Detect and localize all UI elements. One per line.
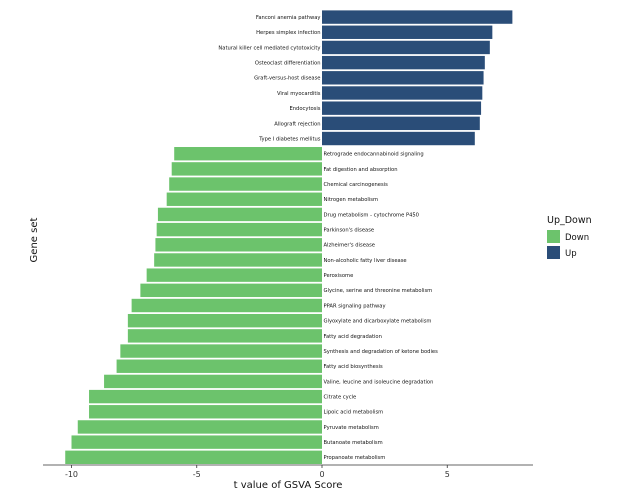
- bar-label: Propanoate metabolism: [324, 455, 386, 461]
- bar-down: [131, 298, 322, 313]
- legend-items: Down Up: [547, 230, 589, 259]
- bar-label: Retrograde endocannabinoid signaling: [324, 152, 424, 158]
- bar-down: [156, 222, 322, 237]
- bar-label: Butanoate metabolism: [324, 440, 383, 446]
- bar-down: [104, 374, 322, 389]
- bar-up: [322, 25, 493, 39]
- bar-up: [322, 116, 480, 131]
- bar-label: Pyruvate metabolism: [324, 425, 379, 431]
- x-tick-label: 0: [319, 470, 324, 479]
- bar-down: [166, 192, 322, 206]
- bar-label: Synthesis and degradation of ketone bodi…: [324, 349, 439, 355]
- x-tick-label: -5: [193, 470, 201, 479]
- legend-label-down: Down: [565, 233, 589, 243]
- legend-title: Up_Down: [547, 215, 592, 226]
- bar-label: Glycine, serine and threonine metabolism: [324, 288, 433, 294]
- bar-label: Fat digestion and absorption: [324, 167, 398, 173]
- bar-up: [322, 86, 483, 100]
- bar-down: [120, 344, 322, 358]
- bar-label: Graft-versus-host disease: [254, 76, 320, 82]
- bar-up: [322, 10, 513, 24]
- bar-down: [116, 359, 322, 373]
- bars-layer: [65, 10, 513, 465]
- legend-swatch-up: [547, 246, 560, 259]
- bar-label: Lipoic acid metabolism: [324, 410, 384, 416]
- bar-down: [77, 420, 322, 434]
- bar-label: Fanconi anemia pathway: [256, 15, 321, 21]
- bar-up: [322, 55, 485, 70]
- bar-label: Drug metabolism - cytochrome P450: [324, 212, 419, 218]
- bar-label: Parkinson's disease: [324, 228, 375, 234]
- x-axis-title: t value of GSVA Score: [234, 480, 343, 491]
- legend: Up_Down Down Up: [547, 215, 592, 259]
- bar-up: [322, 40, 490, 55]
- bar-label: Natural killer cell mediated cytotoxicit…: [218, 45, 320, 51]
- bar-label: Chemical carcinogenesis: [324, 182, 389, 188]
- bar-label: Viral myocarditis: [277, 91, 321, 97]
- bar-down: [154, 253, 322, 267]
- bar-label: Endocytosis: [289, 106, 320, 112]
- bar-label: Allograft rejection: [274, 121, 320, 127]
- bar-up: [322, 131, 475, 146]
- x-tick-label: -10: [65, 470, 78, 479]
- bar-down: [157, 207, 322, 222]
- y-axis-title: Gene set: [29, 217, 40, 262]
- x-tick-label: 5: [445, 470, 450, 479]
- bar-down: [174, 147, 322, 161]
- bar-label: Glyoxylate and dicarboxylate metabolism: [324, 319, 432, 325]
- bar-label: Valine, leucine and isoleucine degradati…: [324, 379, 434, 385]
- bar-label: PPAR signaling pathway: [324, 303, 386, 309]
- legend-swatch-down: [547, 230, 560, 243]
- bar-down: [127, 329, 322, 343]
- bar-down: [71, 435, 322, 449]
- bar-label: Fatty acid biosynthesis: [324, 364, 384, 370]
- bar-down: [89, 405, 322, 419]
- bar-down: [127, 313, 322, 328]
- x-ticks-layer: -10 -5 0 5: [65, 465, 450, 479]
- bar-up: [322, 71, 484, 85]
- bar-label: Non-alcoholic fatty liver disease: [324, 258, 407, 264]
- bar-down: [171, 162, 322, 176]
- bar-down: [169, 177, 322, 191]
- bar-label: Herpes simplex infection: [256, 30, 320, 36]
- bar-label: Type I diabetes mellitus: [258, 136, 321, 142]
- bar-up: [322, 101, 482, 115]
- bar-down: [65, 450, 323, 465]
- bar-down: [89, 389, 322, 404]
- bar-label: Alzheimer's disease: [324, 243, 376, 249]
- bar-label: Nitrogen metabolism: [324, 197, 379, 203]
- legend-label-up: Up: [565, 249, 577, 259]
- bar-down: [146, 268, 322, 282]
- bar-label: Osteoclast differentiation: [255, 61, 321, 67]
- bar-label: Fatty acid degradation: [324, 334, 382, 340]
- bar-label: Peroxisome: [324, 273, 354, 279]
- bar-label: Citrate cycle: [324, 394, 357, 400]
- bar-labels-layer: Fanconi anemia pathway Herpes simplex inf…: [218, 15, 438, 461]
- bar-down: [155, 238, 322, 252]
- bar-down: [140, 283, 322, 298]
